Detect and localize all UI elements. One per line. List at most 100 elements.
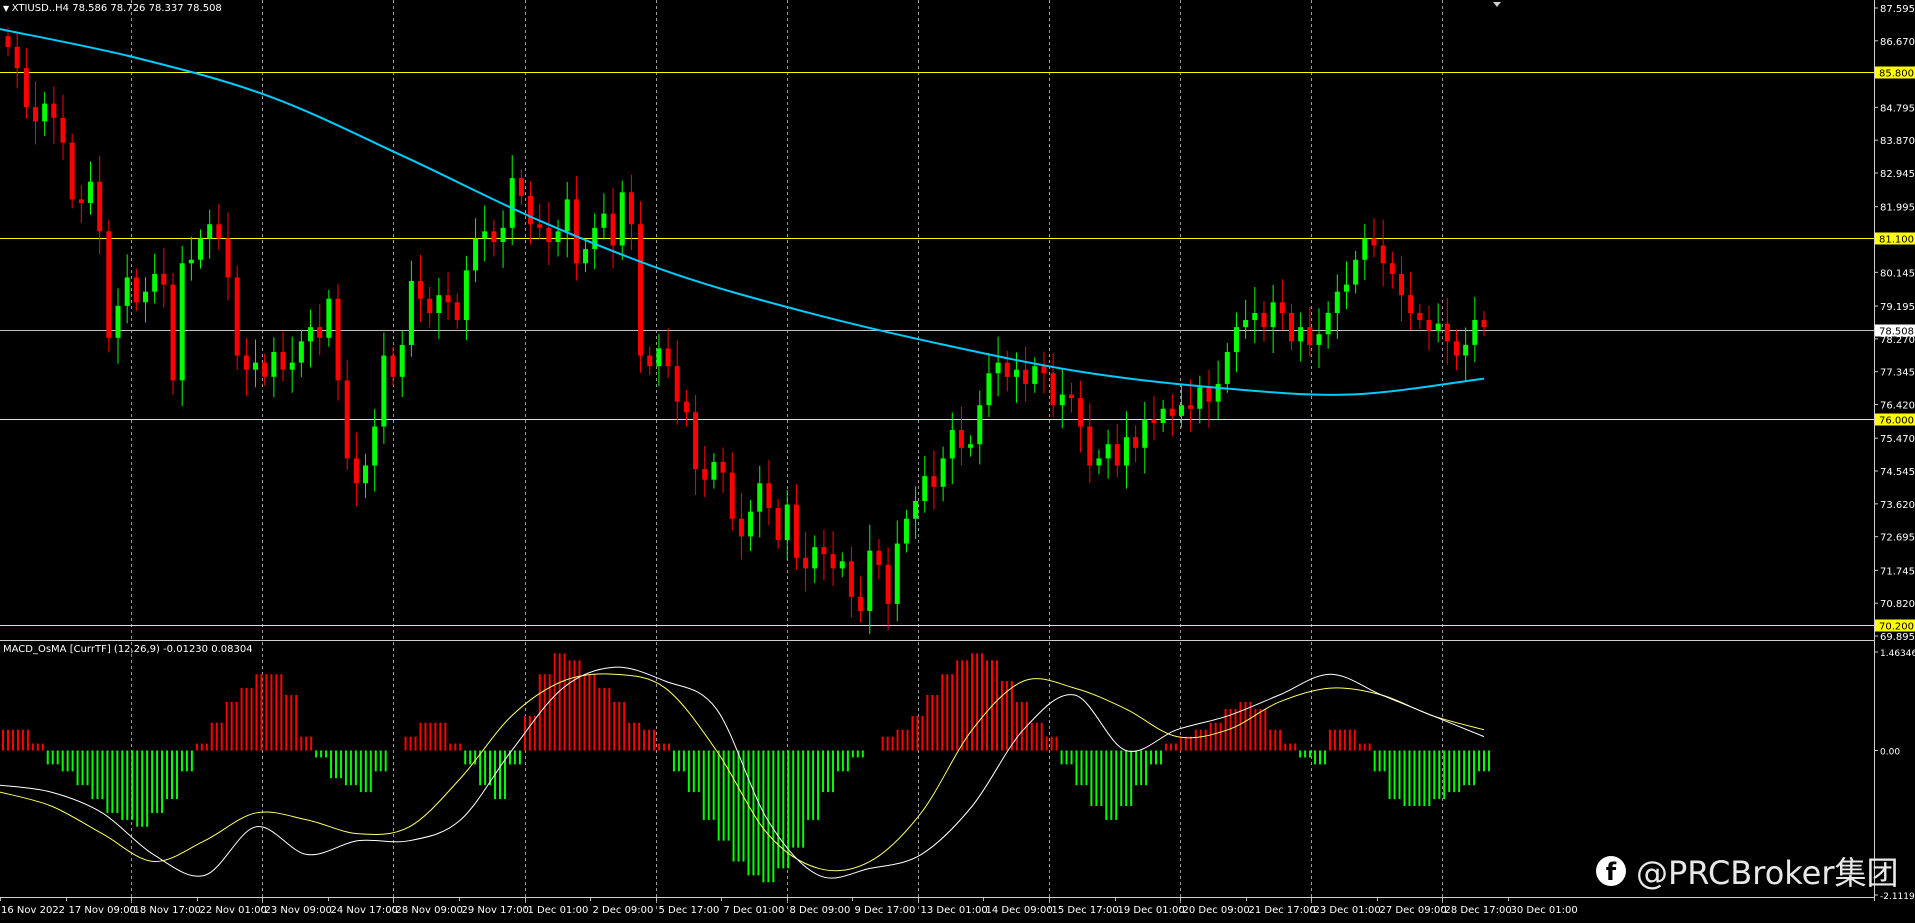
candle-body — [1133, 437, 1139, 448]
time-label: 13 Dec 01:00 — [921, 905, 988, 916]
candle-body — [638, 224, 644, 356]
high-price: 78.726 — [110, 3, 146, 14]
candle-body — [408, 281, 414, 345]
time-label: 23 Dec 01:00 — [1314, 905, 1381, 916]
candle-body — [280, 351, 286, 370]
candle-body — [738, 518, 744, 537]
candle-body — [1288, 312, 1294, 342]
candle-body — [399, 344, 405, 377]
time-label: 9 Dec 17:00 — [855, 905, 916, 916]
candle-body — [115, 305, 121, 338]
candle-body — [1343, 284, 1349, 292]
level-lines — [0, 72, 1874, 626]
candle-body — [482, 231, 488, 239]
candle-body — [78, 199, 84, 203]
candle-body — [1389, 263, 1395, 274]
candle-body — [1206, 387, 1212, 402]
candle-body — [546, 227, 552, 242]
candle-body — [949, 430, 955, 459]
time-label: 27 Dec 09:00 — [1380, 905, 1447, 916]
time-label: 29 Nov 17:00 — [462, 905, 529, 916]
moving-average-line — [0, 28, 1485, 396]
candle-body — [509, 178, 515, 228]
candle-body — [253, 362, 259, 370]
candle-body — [1481, 320, 1487, 328]
candle-body — [1078, 398, 1084, 427]
candle-body — [913, 500, 919, 519]
watermark: f @PRCBroker集团 — [1596, 849, 1899, 893]
candle-body — [1426, 320, 1432, 331]
level-price-label: 81.100 — [1879, 235, 1914, 246]
time-label: 30 Dec 01:00 — [1511, 905, 1578, 916]
candle-body — [583, 249, 589, 264]
candle-body — [903, 518, 909, 544]
candle-body — [308, 327, 314, 342]
candle-body — [674, 366, 680, 402]
candle-body — [940, 458, 946, 487]
macd-line — [0, 666, 1485, 879]
candle-body — [1142, 419, 1148, 448]
candle-body — [1243, 320, 1249, 328]
candle-body — [1398, 273, 1404, 296]
candle-body — [848, 561, 854, 597]
candle-body — [33, 107, 39, 122]
price-label: 84.795 — [1880, 103, 1915, 114]
level-price-tag — [1875, 232, 1915, 245]
price-label: 70.820 — [1880, 599, 1915, 610]
candle-body — [1380, 245, 1386, 264]
candle-body — [1224, 351, 1230, 384]
symbol-name: XTIUSD..H4 — [11, 3, 70, 14]
candle-body — [152, 273, 158, 292]
candle-body — [1270, 302, 1276, 328]
candle-body — [665, 348, 671, 367]
time-label: 19 Dec 01:00 — [1118, 905, 1185, 916]
candle-body — [289, 362, 295, 370]
candle-body — [1444, 323, 1450, 342]
level-price-tag — [1875, 66, 1915, 79]
candle-body — [1472, 320, 1478, 345]
chart-shift-marker-icon[interactable] — [1493, 2, 1501, 7]
facebook-icon: f — [1596, 856, 1626, 886]
candle-body — [1059, 394, 1065, 406]
current-price-label: 78.508 — [1879, 327, 1914, 338]
candle-body — [1178, 405, 1184, 416]
candle-body — [885, 564, 891, 604]
candle-body — [170, 284, 176, 381]
price-label: 86.670 — [1880, 37, 1915, 48]
candle-body — [518, 178, 524, 196]
candle-body — [5, 36, 11, 47]
candle-body — [1041, 366, 1047, 374]
time-label: 17 Nov 09:00 — [69, 905, 136, 916]
osc-label: -2.11198 — [1880, 892, 1915, 902]
candle-body — [995, 362, 1001, 374]
time-label: 21 Dec 17:00 — [1249, 905, 1316, 916]
candle-body — [619, 192, 625, 246]
candle-body — [977, 405, 983, 445]
candle-body — [473, 238, 479, 271]
price-label: 83.870 — [1880, 136, 1915, 147]
candle-body — [418, 281, 424, 299]
candles — [5, 27, 1487, 635]
candle-body — [1050, 373, 1056, 406]
candle-body — [1215, 383, 1221, 402]
candle-body — [610, 213, 616, 246]
candle-body — [1013, 369, 1019, 377]
candle-body — [97, 181, 103, 232]
candle-body — [1068, 394, 1074, 399]
candle-body — [198, 238, 204, 260]
candle-body — [812, 547, 818, 569]
candle-body — [262, 362, 268, 377]
candle-body — [298, 341, 304, 363]
candle-body — [922, 476, 928, 501]
close-price: 78.508 — [186, 3, 222, 14]
candle-body — [958, 430, 964, 448]
price-label: 72.695 — [1880, 533, 1915, 544]
candle-body — [1105, 444, 1111, 459]
candle-body — [179, 263, 185, 381]
candle-body — [216, 224, 222, 239]
candle-body — [1435, 323, 1441, 331]
candle-body — [729, 472, 735, 519]
candle-body — [188, 259, 194, 264]
